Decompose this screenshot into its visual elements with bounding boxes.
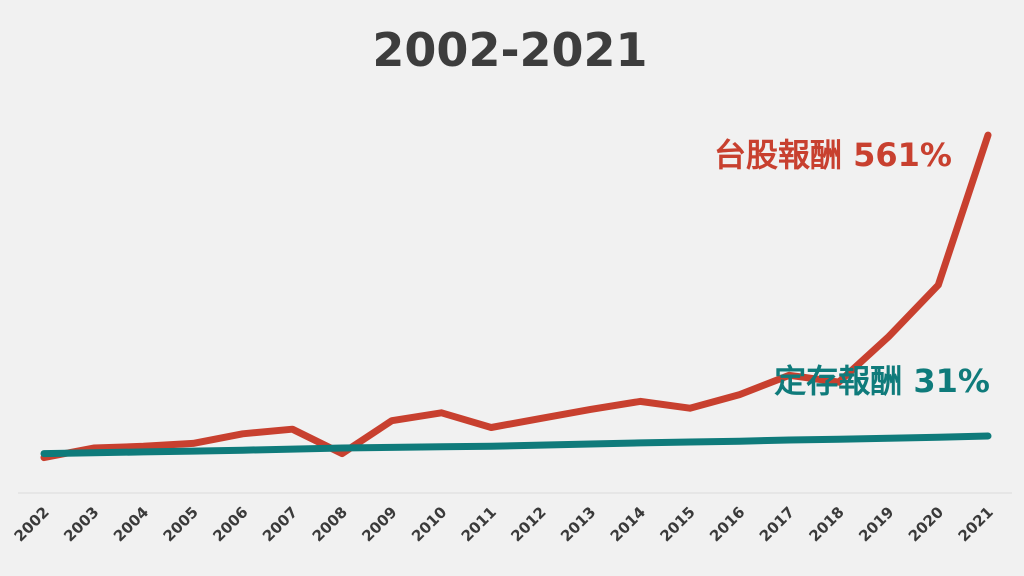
x-tick-label: 2008 bbox=[309, 503, 351, 545]
x-tick-labels: 2002 2003 2004 2005 2006 2007 2008 2009 2010 2011… bbox=[11, 503, 997, 545]
x-tick-label: 2016 bbox=[706, 503, 748, 545]
x-tick-label: 2018 bbox=[806, 503, 848, 545]
x-tick-label: 2019 bbox=[855, 503, 897, 545]
x-tick-label: 2003 bbox=[60, 503, 102, 545]
x-tick-label: 2009 bbox=[358, 503, 400, 545]
x-tick-label: 2002 bbox=[11, 503, 53, 545]
x-tick-label: 2007 bbox=[259, 503, 301, 545]
x-tick-label: 2020 bbox=[905, 503, 947, 545]
series-labels: 台股報酬 561% 定存報酬 31% bbox=[714, 136, 990, 400]
x-tick-label: 2021 bbox=[955, 503, 997, 545]
x-tick-label: 2017 bbox=[756, 503, 798, 545]
x-tick-label: 2014 bbox=[607, 503, 649, 545]
x-tick-label: 2005 bbox=[160, 503, 202, 545]
x-tick-label: 2004 bbox=[110, 503, 152, 545]
series-line-1 bbox=[40, 432, 992, 458]
series-label-1: 定存報酬 31% bbox=[774, 362, 990, 400]
series-group bbox=[40, 131, 992, 462]
x-tick-label: 2015 bbox=[656, 503, 698, 545]
x-tick-label: 2012 bbox=[507, 503, 549, 545]
series-label-0: 台股報酬 561% bbox=[714, 136, 952, 174]
chart-title: 2002-2021 bbox=[372, 23, 647, 77]
x-tick-label: 2006 bbox=[209, 503, 251, 545]
x-tick-label: 2010 bbox=[408, 503, 450, 545]
series-line-0 bbox=[40, 131, 992, 462]
x-tick-label: 2011 bbox=[458, 503, 500, 545]
x-tick-label: 2013 bbox=[557, 503, 599, 545]
